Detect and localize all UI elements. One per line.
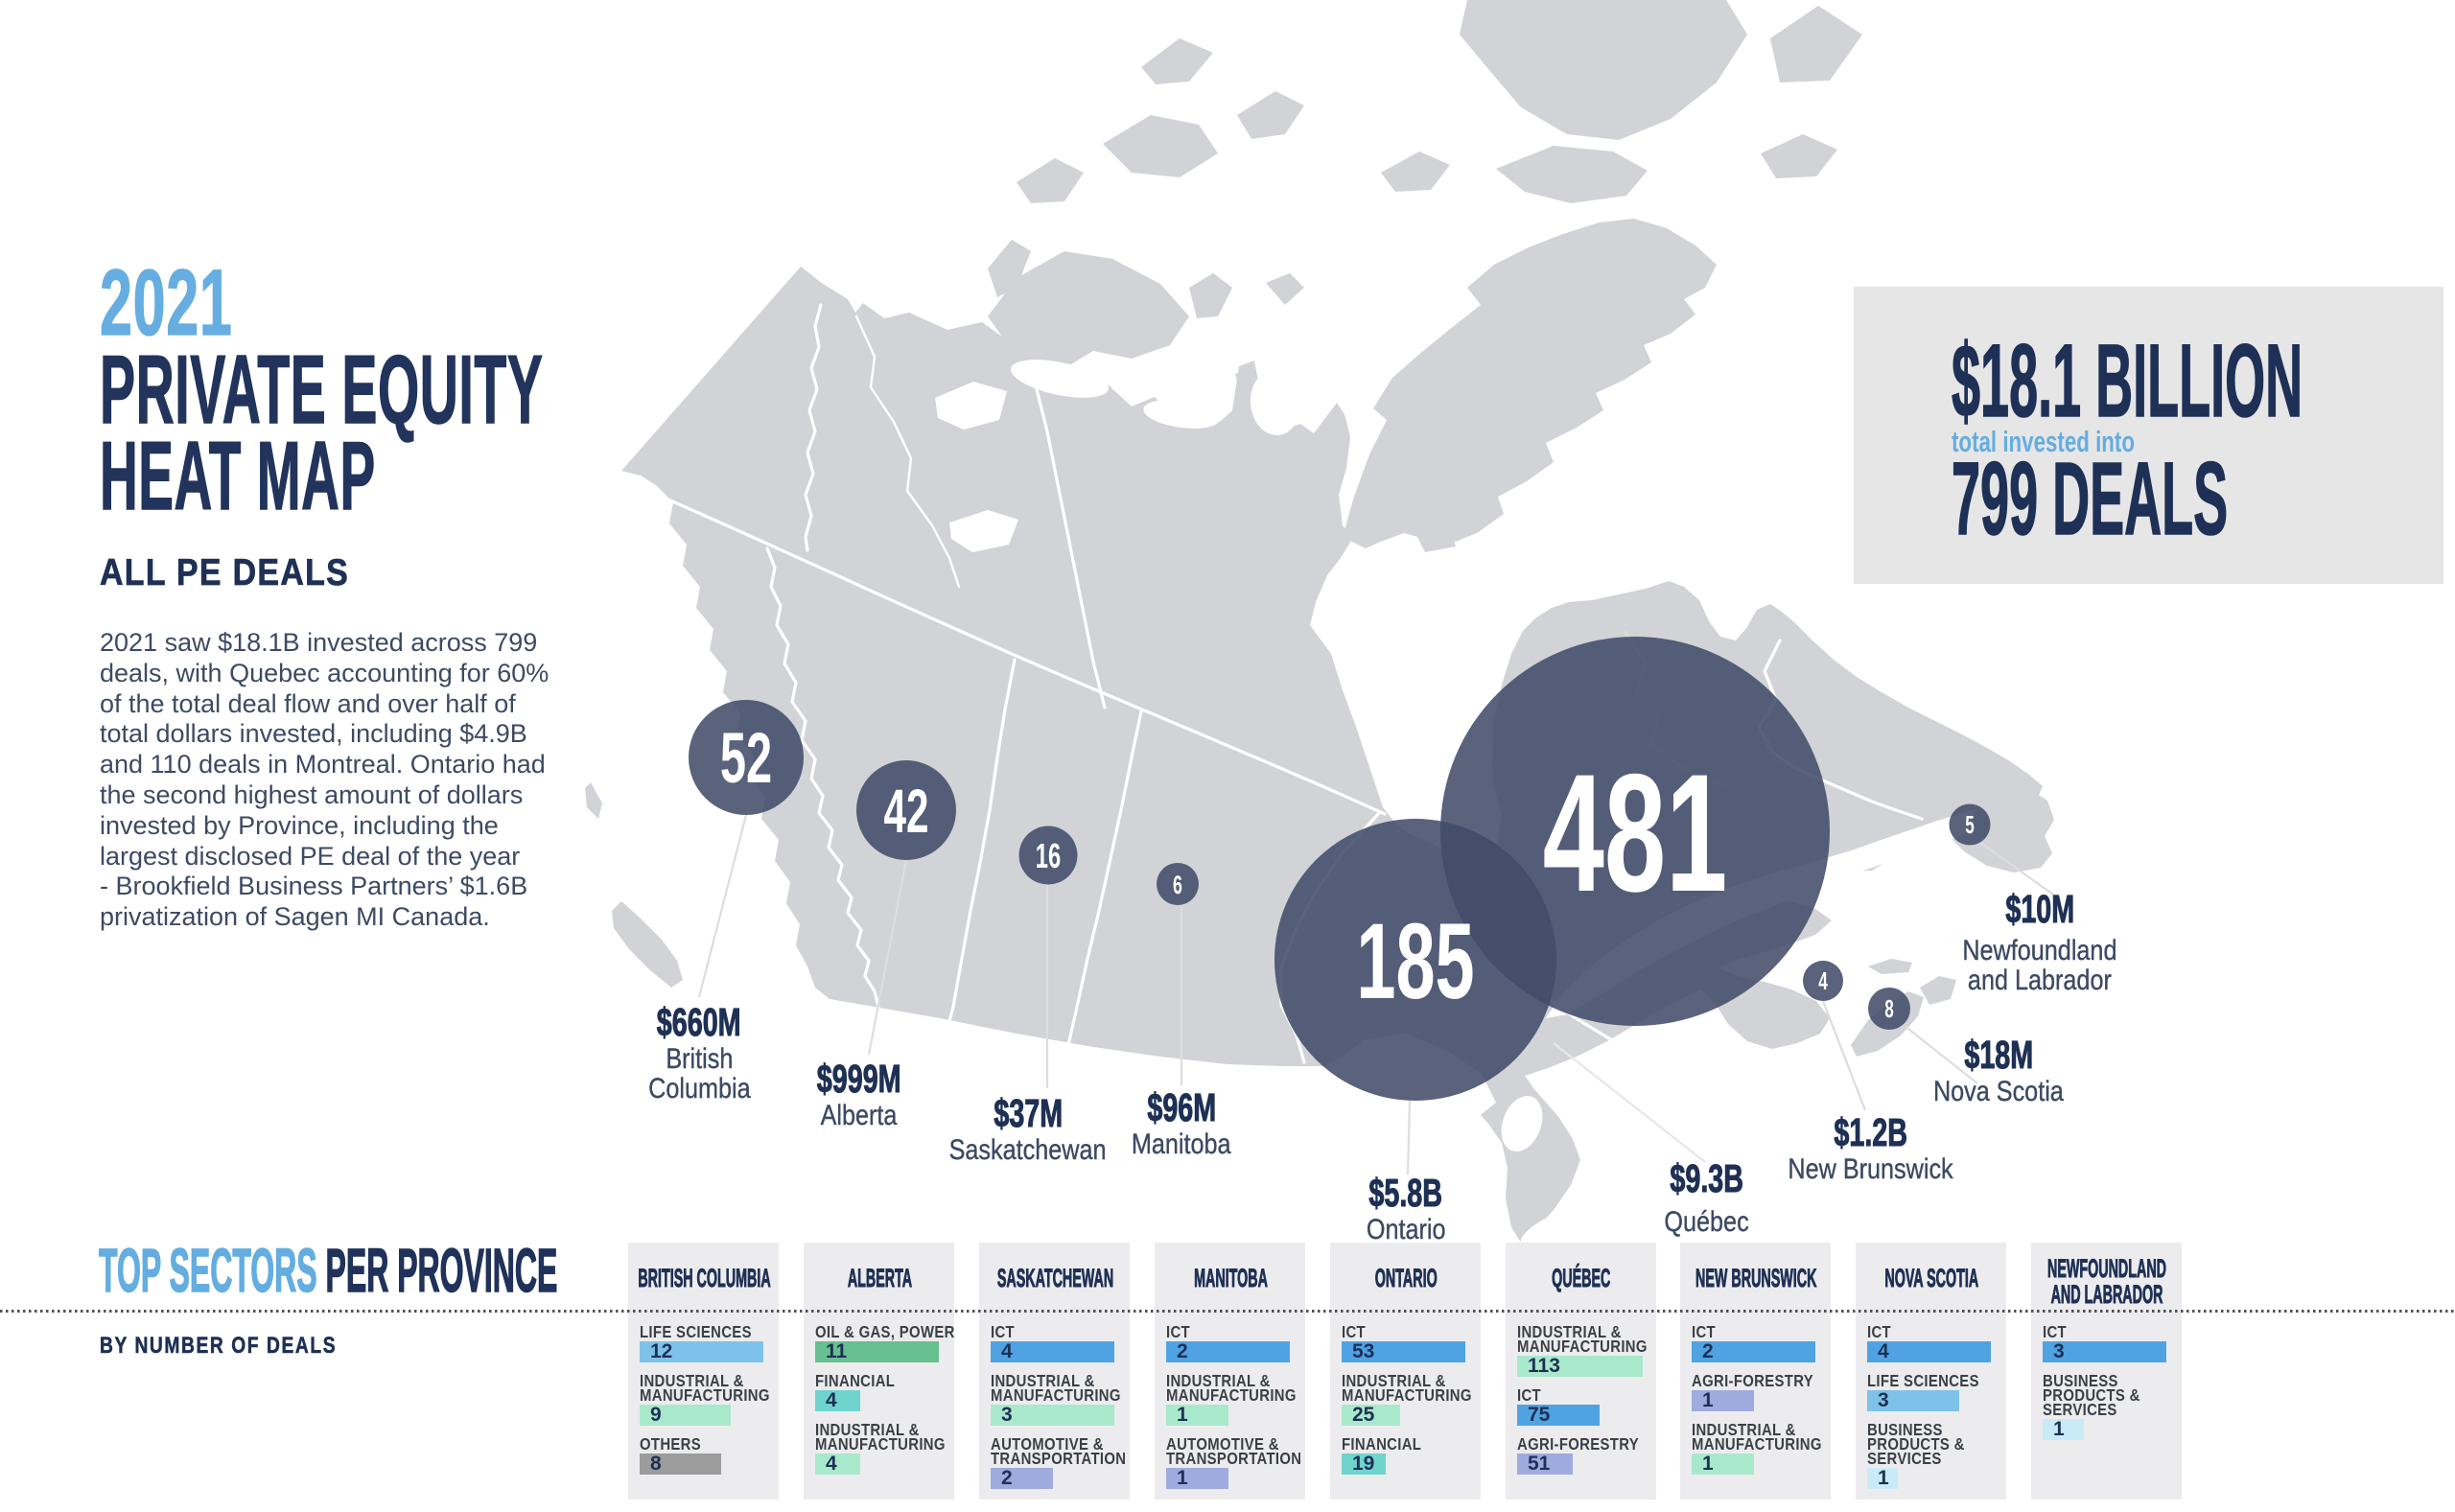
svg-text:52: 52 — [720, 719, 772, 799]
svg-text:185: 185 — [1356, 902, 1474, 1022]
svg-text:16: 16 — [1036, 837, 1061, 875]
svg-text:5: 5 — [1965, 810, 1975, 839]
svg-text:8: 8 — [1884, 994, 1894, 1023]
svg-text:481: 481 — [1543, 740, 1728, 927]
svg-text:4: 4 — [1818, 966, 1828, 995]
svg-text:6: 6 — [1173, 870, 1182, 899]
svg-text:42: 42 — [884, 778, 929, 846]
